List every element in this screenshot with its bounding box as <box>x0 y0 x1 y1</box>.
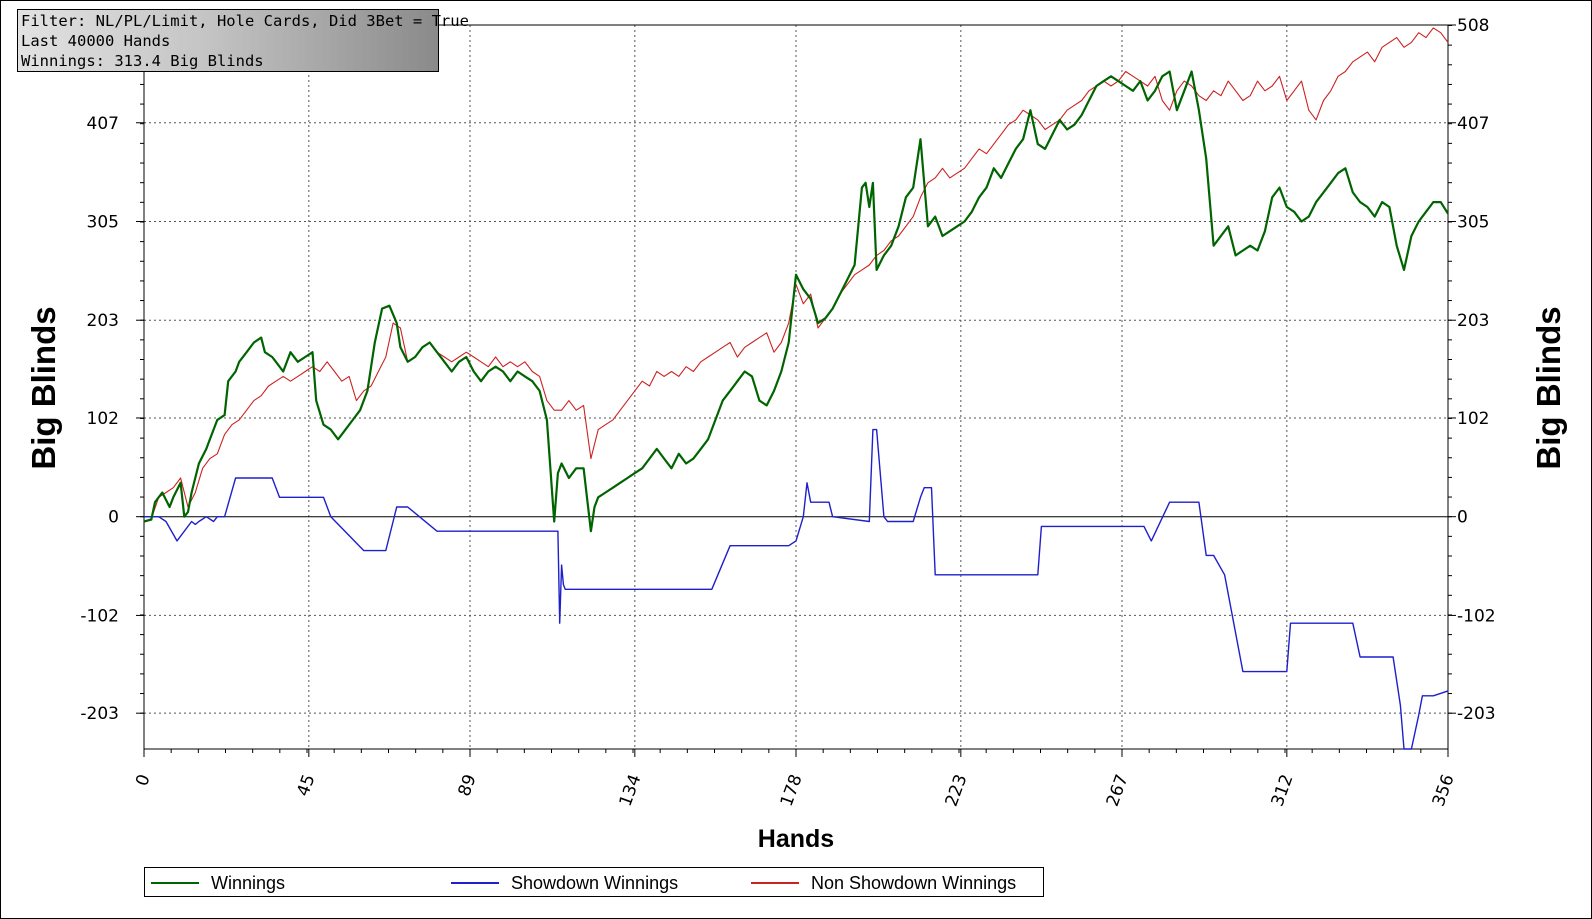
legend-label-winnings: Winnings <box>211 872 286 893</box>
axes: 0458913417822326731235650850840740730530… <box>80 16 1495 809</box>
legend-swatch-nonshowdown <box>751 882 799 884</box>
x-tick-label: 312 <box>1268 772 1298 809</box>
legend-label-nonshowdown: Non Showdown Winnings <box>811 872 1017 893</box>
y-tick-label-right: 407 <box>1457 114 1489 134</box>
x-tick-label: 45 <box>293 772 319 799</box>
x-tick-label: 134 <box>616 772 646 809</box>
y-tick-label-left: 407 <box>87 114 119 134</box>
y-tick-label-left: 0 <box>108 508 119 528</box>
legend-item-winnings: Winnings <box>151 872 285 894</box>
y-tick-label-right: -102 <box>1457 606 1496 626</box>
legend-item-showdown: Showdown Winnings <box>451 872 678 894</box>
winnings-total-text: Winnings: 313.4 Big Blinds <box>21 52 264 70</box>
y-tick-label-left: 203 <box>87 311 119 331</box>
y-tick-label-right: 203 <box>1457 311 1489 331</box>
x-tick-label: 356 <box>1429 772 1459 809</box>
filter-text: Filter: NL/PL/Limit, Hole Cards, Did 3Be… <box>21 12 469 30</box>
y-tick-label-right: 102 <box>1457 409 1489 429</box>
legend-swatch-winnings <box>151 882 199 884</box>
y-tick-label-left: 102 <box>87 409 119 429</box>
y-axis-title-right: Big Blinds <box>1530 306 1567 469</box>
x-tick-label: 267 <box>1103 772 1133 809</box>
y-tick-label-left: 305 <box>87 212 119 232</box>
legend-swatch-showdown <box>451 882 499 884</box>
y-tick-label-right: 305 <box>1457 212 1489 232</box>
series <box>143 27 1449 750</box>
winnings-line <box>143 70 1449 533</box>
y-tick-label-left: -102 <box>80 606 119 626</box>
y-axis-title-left: Big Blinds <box>25 306 62 469</box>
x-tick-label: 89 <box>455 772 481 799</box>
legend-label-showdown: Showdown Winnings <box>511 872 679 893</box>
grid <box>144 25 1448 749</box>
legend-item-nonshowdown: Non Showdown Winnings <box>751 872 1016 894</box>
x-tick-label: 223 <box>942 772 972 809</box>
legend: Winnings Showdown Winnings Non Showdown … <box>144 867 1044 897</box>
hands-count-text: Last 40000 Hands <box>21 32 171 50</box>
x-tick-label: 0 <box>132 772 154 789</box>
x-tick-label: 178 <box>777 772 807 809</box>
y-tick-label-right: -203 <box>1457 704 1496 724</box>
y-tick-label-right: 0 <box>1457 508 1468 528</box>
showdown-winnings-line <box>144 428 1449 750</box>
filter-info-box: Filter: NL/PL/Limit, Hole Cards, Did 3Be… <box>17 9 469 72</box>
y-tick-label-left: -203 <box>80 704 119 724</box>
x-axis-title: Hands <box>758 825 834 853</box>
y-tick-label-right: 508 <box>1457 16 1489 36</box>
